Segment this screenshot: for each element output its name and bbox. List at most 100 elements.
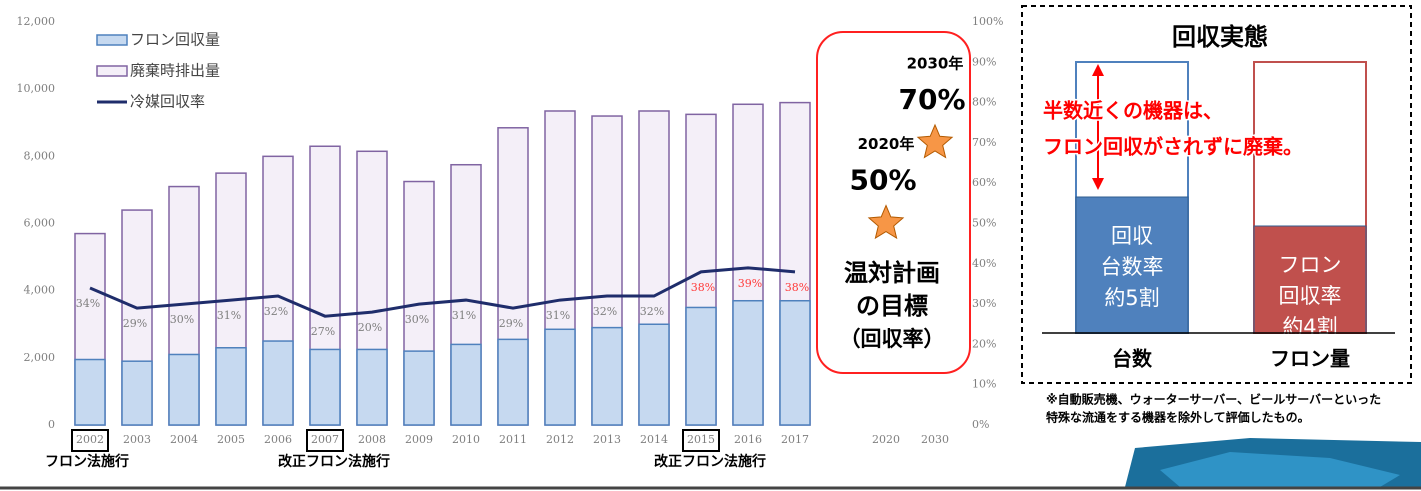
footnote: 特殊な流通をする機器を除外して評価したもの。 xyxy=(1046,410,1310,425)
x-tick-label: 2007 xyxy=(311,433,339,446)
bar xyxy=(310,349,340,425)
y-tick-label: 0 xyxy=(48,418,55,431)
bar xyxy=(404,351,434,425)
data-label: 32% xyxy=(640,305,664,318)
y-tick-label: 12,000 xyxy=(17,15,56,28)
x-tick-label: 2015 xyxy=(687,433,715,446)
target-year: 2020年 xyxy=(858,135,915,153)
bar xyxy=(639,324,669,425)
data-label: 29% xyxy=(123,317,147,330)
target-star xyxy=(918,125,952,158)
target-star xyxy=(869,206,903,239)
legend-swatch xyxy=(97,35,127,45)
y2-tick-label: 50% xyxy=(972,217,996,230)
data-label: 38% xyxy=(785,281,809,294)
y2-tick-label: 10% xyxy=(972,378,996,391)
bar xyxy=(545,329,575,425)
x-tick-label: 2010 xyxy=(452,433,480,446)
column-inner: フロン xyxy=(1279,253,1342,277)
target-value: 50% xyxy=(849,164,916,197)
y-tick-label: 8,000 xyxy=(24,149,56,162)
bar xyxy=(263,341,293,425)
target-box-text: の目標 xyxy=(856,292,928,320)
data-label: 30% xyxy=(170,313,194,326)
x-tick-label: 2008 xyxy=(358,433,386,446)
legend-swatch xyxy=(97,66,127,76)
y2-tick-label: 80% xyxy=(972,96,996,109)
bar xyxy=(733,301,763,425)
x-tick-label: 2013 xyxy=(593,433,621,446)
column-inner: 回収率 xyxy=(1279,284,1342,308)
legend-label: 冷媒回収率 xyxy=(130,93,205,111)
column-label: フロン量 xyxy=(1270,347,1350,371)
y2-tick-label: 40% xyxy=(972,257,996,270)
column-inner: 約5割 xyxy=(1104,286,1159,310)
legend-label: フロン回収量 xyxy=(130,31,220,49)
page: 0 2,000 4,000 6,000 8,000 10,000 12,000 0% 10% 20… xyxy=(0,0,1421,491)
data-label: 39% xyxy=(738,277,762,290)
x-tick-label: 2030 xyxy=(921,433,949,446)
data-label: 31% xyxy=(452,309,476,322)
data-label: 31% xyxy=(217,309,241,322)
x-tick-label: 2011 xyxy=(499,433,527,446)
data-label: 34% xyxy=(76,297,100,310)
y2-tick-label: 90% xyxy=(972,55,996,68)
bar xyxy=(780,301,810,425)
slide: 0 2,000 4,000 6,000 8,000 10,000 12,000 0% 10% 20… xyxy=(0,0,1421,491)
x-tick-label: 2014 xyxy=(640,433,668,446)
data-label: 20% xyxy=(358,321,382,334)
bar xyxy=(451,344,481,425)
panel-message: フロン回収がされずに廃棄。 xyxy=(1043,135,1303,159)
milestone-label: 改正フロン法施行 xyxy=(278,453,390,470)
data-label: 29% xyxy=(499,317,523,330)
bar xyxy=(122,361,152,425)
legend-label: 廃棄時排出量 xyxy=(130,62,220,80)
bar xyxy=(592,328,622,425)
x-tick-label: 2006 xyxy=(264,433,292,446)
y-tick-label: 4,000 xyxy=(24,284,56,297)
y2-tick-label: 70% xyxy=(972,136,996,149)
panel-message: 半数近くの機器は、 xyxy=(1043,99,1223,123)
y-tick-label: 2,000 xyxy=(24,351,56,364)
bar xyxy=(357,349,387,425)
target-value: 70% xyxy=(898,83,965,116)
panel-title: 回収実態 xyxy=(1172,23,1268,51)
data-label: 32% xyxy=(264,305,288,318)
x-tick-label: 2005 xyxy=(217,433,245,446)
column-inner: 回収 xyxy=(1111,224,1153,248)
y2-tick-label: 30% xyxy=(972,297,996,310)
data-label: 32% xyxy=(593,305,617,318)
bar xyxy=(169,354,199,425)
target-box-text: （回収率） xyxy=(840,327,945,351)
milestone-label: 改正フロン法施行 xyxy=(654,453,766,470)
data-label: 38% xyxy=(691,281,715,294)
y2-tick-label: 100% xyxy=(972,15,1003,28)
x-tick-label: 2017 xyxy=(781,433,809,446)
data-label: 30% xyxy=(405,313,429,326)
data-label: 27% xyxy=(311,325,335,338)
bar xyxy=(75,360,105,425)
x-tick-label: 2003 xyxy=(123,433,151,446)
x-tick-label: 2004 xyxy=(170,433,198,446)
column-inner: 約4割 xyxy=(1282,315,1337,339)
y2-tick-label: 20% xyxy=(972,337,996,350)
x-tick-label: 2016 xyxy=(734,433,762,446)
target-year: 2030年 xyxy=(907,54,964,72)
y-tick-label: 6,000 xyxy=(24,217,56,230)
milestone-label: フロン法施行 xyxy=(45,453,129,470)
footnote: ※自動販売機、ウォーターサーバー、ビールサーバーといった xyxy=(1046,392,1381,407)
x-tick-label: 2002 xyxy=(76,433,104,446)
bar xyxy=(216,348,246,425)
y-tick-label: 10,000 xyxy=(17,82,56,95)
data-label: 31% xyxy=(546,309,570,322)
target-box-text: 温対計画 xyxy=(844,259,940,287)
bar xyxy=(498,339,528,425)
bar xyxy=(686,307,716,425)
x-tick-label: 2009 xyxy=(405,433,433,446)
y2-tick-label: 0% xyxy=(972,418,989,431)
y2-tick-label: 60% xyxy=(972,176,996,189)
x-tick-label: 2020 xyxy=(872,433,900,446)
x-tick-label: 2012 xyxy=(546,433,574,446)
column-label: 台数 xyxy=(1112,347,1153,371)
column-inner: 台数率 xyxy=(1101,255,1164,279)
